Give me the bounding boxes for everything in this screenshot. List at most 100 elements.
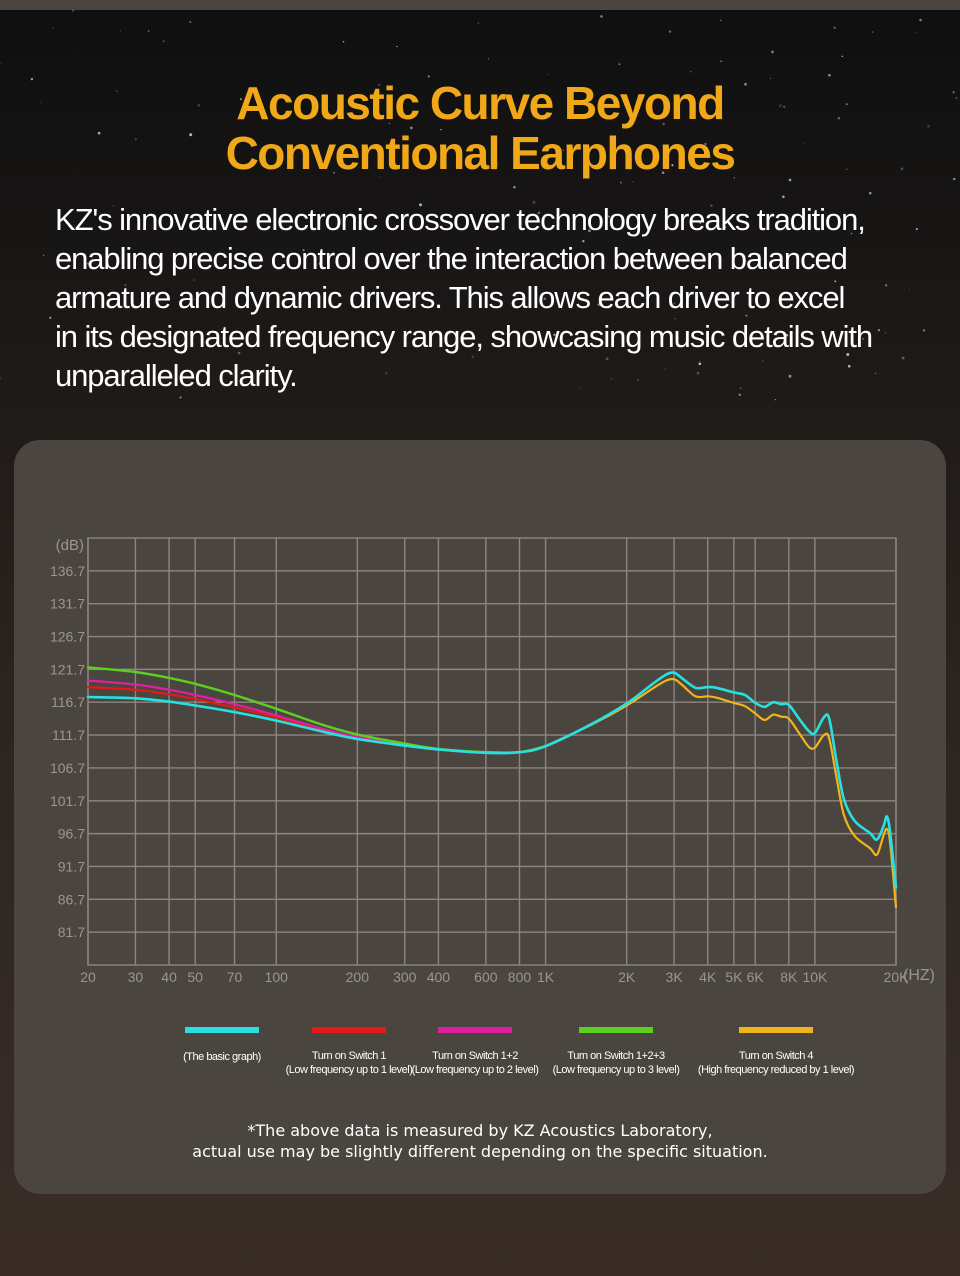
star bbox=[318, 262, 322, 265]
legend-sublabel: (Low frequency up to 3 level) bbox=[552, 1064, 680, 1076]
star bbox=[333, 171, 336, 174]
star bbox=[440, 128, 442, 131]
series-line-switch-3 bbox=[86, 666, 547, 754]
star bbox=[193, 298, 196, 300]
star bbox=[115, 90, 118, 93]
legend-entry: Turn on Switch 1+2 (Low frequency up to 2… bbox=[385, 1049, 565, 1077]
star bbox=[396, 45, 398, 48]
star bbox=[605, 357, 609, 361]
star bbox=[76, 52, 78, 54]
star bbox=[664, 368, 666, 370]
star bbox=[739, 387, 742, 390]
star bbox=[744, 82, 747, 86]
x-tick-label: 4K bbox=[699, 969, 717, 985]
top-bar bbox=[0, 0, 960, 10]
star bbox=[673, 302, 676, 305]
star bbox=[587, 229, 591, 233]
star bbox=[696, 371, 700, 375]
legend-label: Turn on Switch 1+2+3 bbox=[567, 1050, 665, 1062]
star bbox=[94, 345, 97, 347]
series-line-basic bbox=[86, 671, 898, 889]
x-tick-label: 300 bbox=[393, 969, 417, 985]
intro-line: enabling precise control over the intera… bbox=[55, 241, 848, 276]
x-tick-label: 600 bbox=[474, 969, 498, 985]
star bbox=[600, 15, 603, 18]
star bbox=[885, 284, 888, 287]
star bbox=[661, 171, 665, 174]
frequency-response-chart: 136.7 131.7 126.7 121.7 116.7 111.7 106.7 101.7… bbox=[50, 537, 935, 985]
star bbox=[611, 378, 612, 380]
star bbox=[532, 200, 536, 204]
star bbox=[745, 314, 748, 317]
legend-swatch bbox=[739, 1027, 813, 1033]
star bbox=[582, 239, 585, 243]
star bbox=[562, 149, 565, 151]
y-tick-label: 96.7 bbox=[58, 826, 85, 842]
star bbox=[919, 18, 922, 22]
legend-entry: Turn on Switch 4 (High frequency reduced … bbox=[686, 1049, 866, 1077]
star bbox=[97, 131, 101, 135]
star bbox=[474, 58, 476, 60]
x-tick-label: 6K bbox=[747, 969, 765, 985]
star bbox=[788, 178, 792, 182]
star bbox=[189, 20, 192, 23]
star bbox=[636, 378, 639, 381]
star bbox=[419, 203, 422, 207]
starfield-background bbox=[0, 9, 958, 401]
star bbox=[927, 124, 930, 128]
star bbox=[71, 9, 75, 12]
x-tick-label: 10K bbox=[802, 969, 828, 985]
star bbox=[553, 333, 556, 336]
star bbox=[955, 96, 958, 100]
star bbox=[448, 332, 451, 335]
intro-line: KZ's innovative electronic crossover tec… bbox=[55, 202, 866, 237]
star bbox=[495, 162, 498, 165]
star bbox=[720, 19, 722, 22]
legend-entry: (The basic graph) bbox=[132, 1050, 312, 1064]
star bbox=[302, 249, 305, 252]
legend-swatch bbox=[438, 1027, 512, 1033]
legend-swatch bbox=[185, 1027, 259, 1033]
star bbox=[868, 191, 872, 195]
star bbox=[720, 60, 722, 62]
x-tick-label: 20 bbox=[80, 969, 96, 985]
footnote-line-1: *The above data is measured by KZ Acoust… bbox=[247, 1121, 713, 1140]
x-tick-label: 400 bbox=[427, 969, 451, 985]
star bbox=[619, 181, 622, 184]
y-tick-label: 116.7 bbox=[51, 694, 85, 710]
intro-paragraph: KZ's innovative electronic crossover tec… bbox=[55, 200, 935, 395]
star bbox=[699, 222, 701, 224]
star bbox=[699, 360, 701, 362]
y-tick-label: 121.7 bbox=[50, 661, 85, 677]
star bbox=[693, 228, 696, 230]
star bbox=[846, 353, 850, 356]
star bbox=[900, 167, 904, 170]
star bbox=[901, 356, 905, 360]
star bbox=[134, 138, 137, 141]
star bbox=[738, 393, 741, 396]
star bbox=[877, 329, 881, 332]
star bbox=[730, 119, 732, 121]
star bbox=[803, 142, 805, 144]
star bbox=[830, 334, 832, 337]
star bbox=[537, 211, 541, 214]
star bbox=[52, 27, 54, 29]
star bbox=[783, 105, 785, 108]
y-tick-label: 131.7 bbox=[50, 596, 85, 612]
y-tick-label: 106.7 bbox=[50, 760, 85, 776]
star bbox=[871, 31, 874, 33]
star bbox=[785, 333, 789, 337]
y-tick-label: 101.7 bbox=[50, 793, 85, 809]
star bbox=[608, 215, 610, 218]
star bbox=[477, 22, 479, 24]
star bbox=[543, 297, 546, 300]
star bbox=[618, 63, 621, 66]
star bbox=[396, 135, 398, 137]
star bbox=[409, 126, 413, 130]
star bbox=[124, 283, 127, 287]
star bbox=[438, 246, 440, 248]
page-title-line-1: Acoustic Curve Beyond bbox=[236, 77, 725, 129]
star bbox=[834, 280, 837, 283]
star bbox=[698, 362, 702, 366]
intro-line: in its designated frequency range, showc… bbox=[55, 319, 873, 354]
